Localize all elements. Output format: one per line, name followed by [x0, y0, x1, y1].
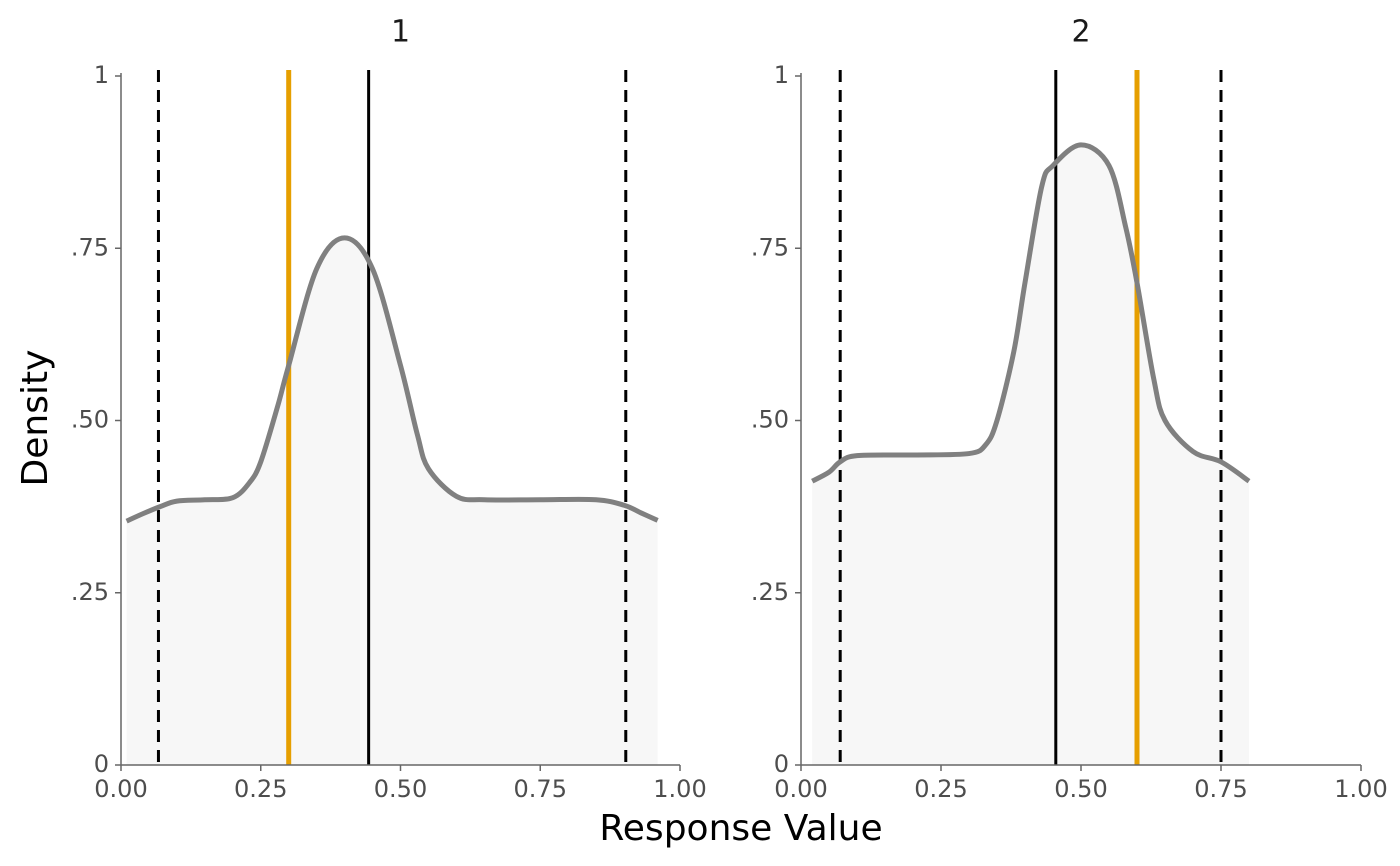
y-tick-label: .25	[751, 578, 789, 606]
x-tick-label: 1.00	[653, 775, 706, 803]
density-line	[811, 142, 1251, 484]
x-axis-label: Response Value	[599, 808, 882, 849]
panel-title: 1	[391, 15, 410, 50]
y-tick-label: 0	[774, 750, 789, 778]
y-tick-label: 0	[94, 750, 109, 778]
y-tick-label: 1	[94, 61, 109, 89]
density-line	[125, 235, 659, 524]
density-area	[126, 237, 658, 766]
x-tick-label: 0.50	[1054, 775, 1107, 803]
x-tick-label: 0.50	[374, 775, 427, 803]
y-axis-label: Density	[15, 350, 56, 487]
x-tick-label: 0.25	[914, 775, 967, 803]
y-tick-label: .50	[71, 406, 109, 434]
x-tick-label: 0.75	[514, 775, 567, 803]
y-tick-label: .25	[71, 578, 109, 606]
x-tick-label: 0.00	[774, 775, 827, 803]
panel-title: 2	[1071, 15, 1090, 50]
y-tick-label: .50	[751, 406, 789, 434]
x-tick-label: 1.00	[1334, 775, 1387, 803]
x-tick-label: 0.75	[1194, 775, 1247, 803]
y-tick-label: 1	[774, 61, 789, 89]
y-tick-label: .75	[71, 233, 109, 261]
x-tick-label: 0.00	[94, 775, 147, 803]
x-tick-label: 0.25	[234, 775, 287, 803]
y-tick-label: .75	[751, 233, 789, 261]
